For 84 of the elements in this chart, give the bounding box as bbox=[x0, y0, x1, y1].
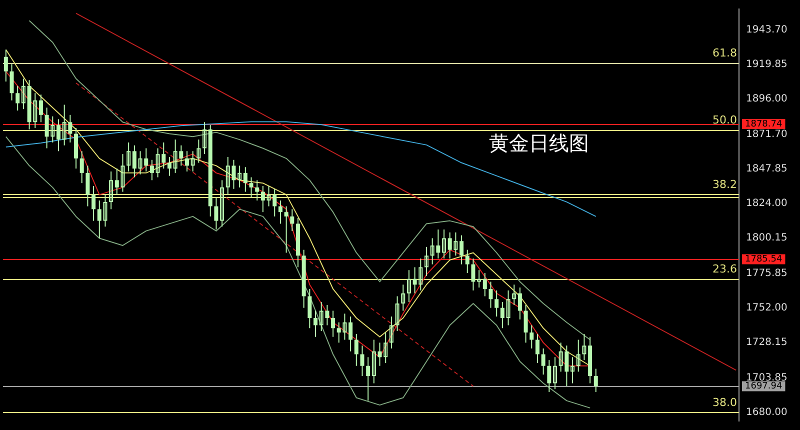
candlestick bbox=[576, 339, 580, 372]
candlestick bbox=[553, 356, 557, 390]
candlestick bbox=[360, 345, 364, 377]
candlestick bbox=[594, 368, 598, 392]
candlestick bbox=[249, 176, 254, 198]
candlestick bbox=[190, 150, 195, 172]
candlestick bbox=[21, 78, 26, 110]
candlestick bbox=[389, 316, 394, 349]
candlestick bbox=[500, 302, 504, 329]
candlestick bbox=[16, 85, 20, 112]
candlestick bbox=[512, 284, 516, 306]
candlestick bbox=[406, 270, 411, 303]
candlestick bbox=[424, 246, 428, 276]
candlestick bbox=[582, 333, 586, 361]
candlestick bbox=[465, 249, 470, 274]
candlestick bbox=[243, 166, 248, 192]
y-tick-label: 1728.15 bbox=[746, 337, 788, 348]
candlestick bbox=[4, 49, 8, 82]
ref-line-label: 1878.74 bbox=[745, 119, 782, 130]
annotation: 黄金日线图 bbox=[488, 131, 589, 156]
y-tick-label: 1824.00 bbox=[746, 198, 788, 209]
candlestick bbox=[214, 197, 218, 230]
candlestick bbox=[92, 185, 96, 222]
candlestick bbox=[80, 150, 84, 184]
candlestick bbox=[518, 287, 522, 320]
candlestick bbox=[202, 122, 207, 155]
annotation: 38.0 bbox=[712, 396, 737, 410]
candlestick bbox=[535, 333, 540, 364]
candlestick bbox=[185, 150, 189, 172]
candlestick bbox=[255, 180, 260, 201]
candlestick bbox=[284, 206, 288, 254]
candlestick bbox=[482, 272, 487, 297]
candlestick bbox=[132, 144, 136, 178]
candlestick bbox=[196, 139, 201, 164]
candlestick bbox=[278, 200, 282, 224]
y-tick-label: 1775.85 bbox=[746, 268, 788, 279]
candlestick bbox=[109, 170, 114, 210]
candlestick bbox=[354, 333, 358, 366]
candlestick bbox=[308, 288, 312, 329]
ref-line-label: 1697.94 bbox=[745, 382, 782, 392]
ref-line-label: 1785.54 bbox=[745, 254, 782, 265]
candlestick bbox=[220, 180, 224, 228]
y-tick-label: 1800.15 bbox=[746, 232, 788, 244]
candlestick bbox=[150, 159, 154, 181]
y-tick-label: 1896.00 bbox=[746, 94, 788, 105]
candlestick bbox=[570, 356, 575, 384]
candlestick bbox=[10, 64, 14, 101]
candlestick bbox=[401, 284, 406, 312]
candlestick bbox=[38, 94, 43, 123]
candlestick bbox=[314, 310, 318, 338]
y-tick-label: 1919.85 bbox=[746, 58, 788, 70]
annotation: 38.2 bbox=[712, 178, 737, 191]
candlestick bbox=[547, 360, 552, 392]
y-tick-label: 1847.85 bbox=[746, 163, 788, 174]
annotation: 50.0 bbox=[712, 113, 737, 126]
candlestick bbox=[395, 296, 400, 332]
candlestick bbox=[56, 118, 60, 152]
candlestick bbox=[126, 142, 131, 172]
candlestick bbox=[366, 356, 370, 402]
y-tick-label: 1680.00 bbox=[746, 406, 788, 418]
candlestick bbox=[442, 229, 446, 260]
candlestick bbox=[471, 258, 476, 291]
y-tick-label: 1943.70 bbox=[746, 24, 788, 36]
candlestick bbox=[506, 290, 510, 326]
candlestick bbox=[541, 348, 546, 376]
annotation: 61.8 bbox=[712, 46, 737, 60]
y-tick-label: 1752.00 bbox=[746, 302, 788, 314]
candlestick bbox=[494, 290, 499, 318]
candlestick bbox=[167, 156, 172, 176]
candlestick bbox=[524, 304, 528, 344]
annotation: 23.6 bbox=[712, 262, 737, 276]
candlestick bbox=[238, 165, 242, 188]
y-tick-label: 1703.85 bbox=[746, 372, 788, 384]
candlestick bbox=[290, 208, 294, 232]
candlestick bbox=[460, 234, 464, 265]
candlestick bbox=[372, 339, 376, 384]
candlestick bbox=[86, 165, 90, 207]
candlestick bbox=[260, 185, 265, 213]
candlestick bbox=[530, 324, 534, 349]
candlestick bbox=[488, 281, 493, 308]
candlestick bbox=[477, 270, 482, 288]
candlestick bbox=[348, 316, 353, 352]
y-tick-label: 1871.70 bbox=[746, 128, 788, 140]
candlestick bbox=[331, 310, 336, 338]
